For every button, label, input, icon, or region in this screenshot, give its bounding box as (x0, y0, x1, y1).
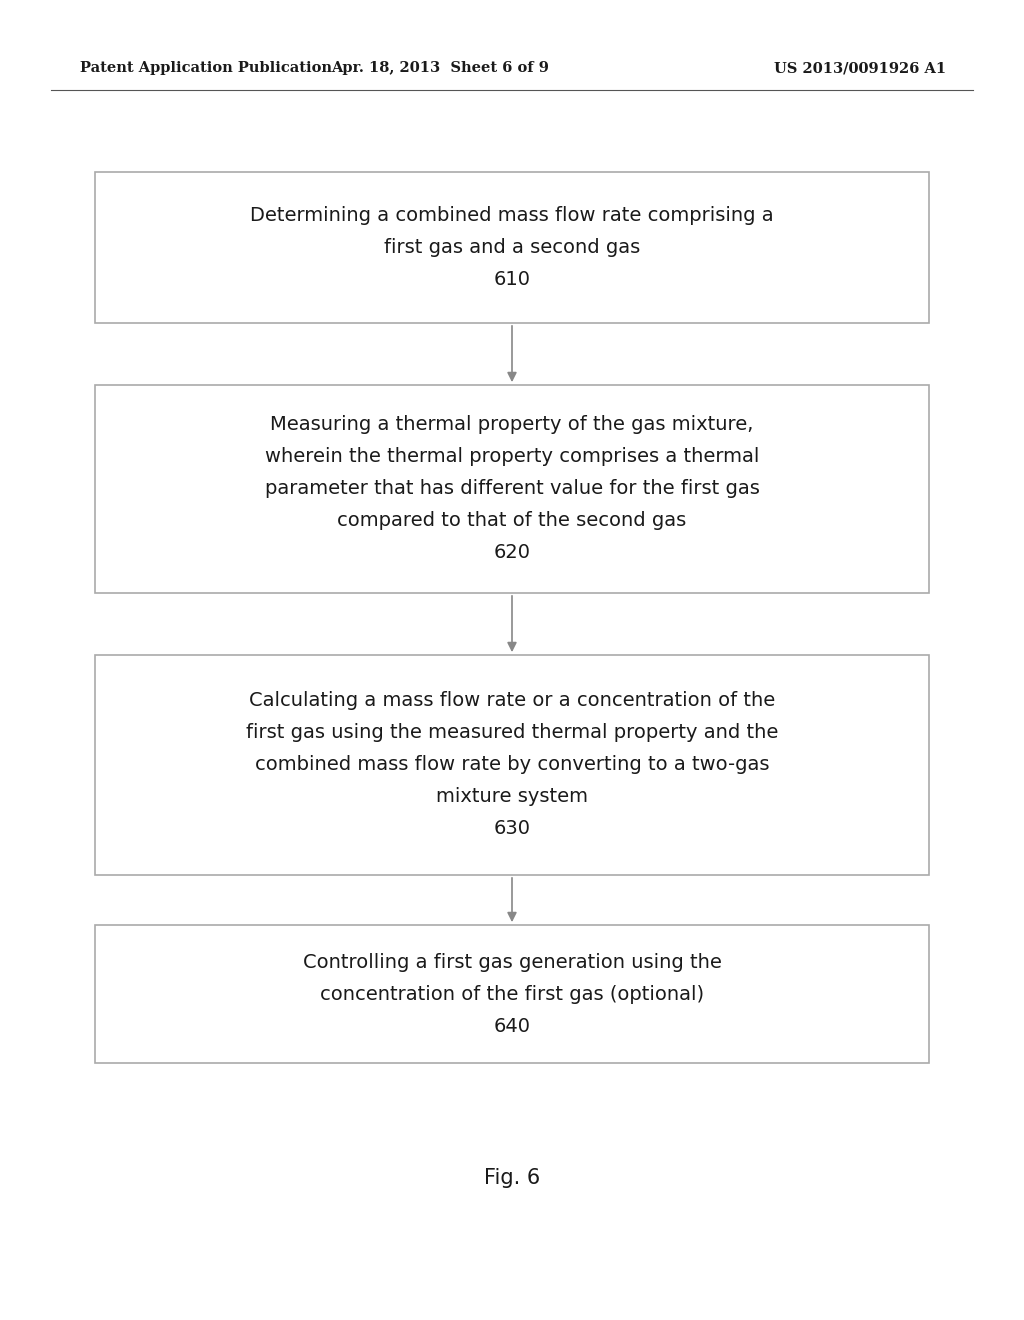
Text: Measuring a thermal property of the gas mixture,: Measuring a thermal property of the gas … (270, 416, 754, 434)
Text: parameter that has different value for the first gas: parameter that has different value for t… (264, 479, 760, 499)
Text: mixture system: mixture system (436, 788, 588, 807)
Text: wherein the thermal property comprises a thermal: wherein the thermal property comprises a… (265, 447, 759, 466)
Text: 630: 630 (494, 820, 530, 838)
Text: first gas and a second gas: first gas and a second gas (384, 238, 640, 257)
Text: Apr. 18, 2013  Sheet 6 of 9: Apr. 18, 2013 Sheet 6 of 9 (331, 61, 549, 75)
Text: concentration of the first gas (optional): concentration of the first gas (optional… (319, 985, 705, 1003)
Text: Calculating a mass flow rate or a concentration of the: Calculating a mass flow rate or a concen… (249, 692, 775, 710)
Text: 610: 610 (494, 271, 530, 289)
Text: first gas using the measured thermal property and the: first gas using the measured thermal pro… (246, 723, 778, 742)
Bar (95, 925, 929, 1063)
Text: compared to that of the second gas: compared to that of the second gas (337, 511, 687, 531)
Text: combined mass flow rate by converting to a two-gas: combined mass flow rate by converting to… (255, 755, 769, 775)
Bar (95, 385, 929, 593)
Text: US 2013/0091926 A1: US 2013/0091926 A1 (774, 61, 946, 75)
Text: 620: 620 (494, 544, 530, 562)
Bar (95, 172, 929, 323)
Text: Fig. 6: Fig. 6 (484, 1168, 540, 1188)
Text: 640: 640 (494, 1016, 530, 1035)
Text: Determining a combined mass flow rate comprising a: Determining a combined mass flow rate co… (250, 206, 774, 224)
Bar (95, 655, 929, 875)
Text: Controlling a first gas generation using the: Controlling a first gas generation using… (302, 953, 722, 972)
Text: Patent Application Publication: Patent Application Publication (80, 61, 332, 75)
